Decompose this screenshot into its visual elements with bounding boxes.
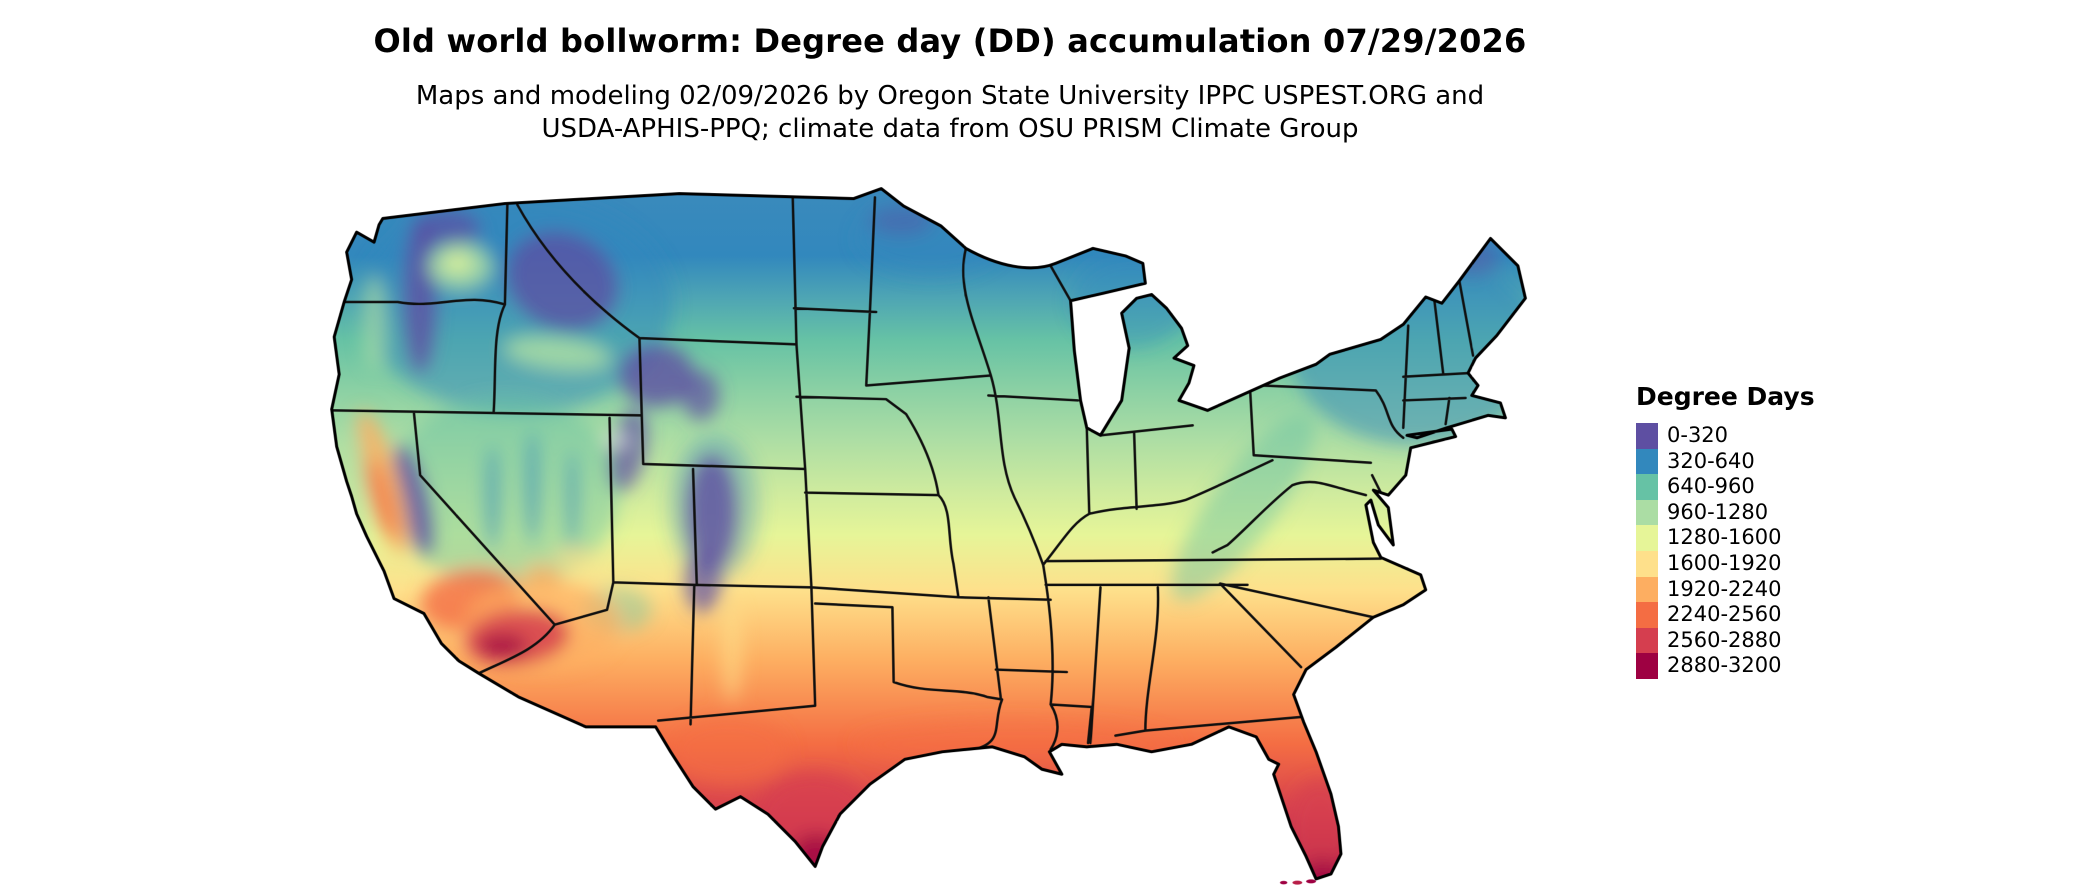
legend-item: 2880-3200 (1636, 653, 1815, 679)
figure-subtitle: Maps and modeling 02/09/2026 by Oregon S… (0, 80, 1900, 146)
legend-swatch (1636, 499, 1658, 526)
legend-swatch (1636, 653, 1658, 679)
legend-item: 2240-2560 (1636, 602, 1815, 628)
legend-swatch (1636, 550, 1658, 577)
legend-label: 2240-2560 (1667, 602, 1782, 627)
legend-swatch (1636, 448, 1658, 475)
legend: Degree Days 0-320 320-640 640-960 960-12… (1636, 382, 1815, 679)
legend-label: 960-1280 (1667, 499, 1769, 524)
legend-item: 1600-1920 (1636, 550, 1815, 577)
figure-title: Old world bollworm: Degree day (DD) accu… (373, 22, 1527, 60)
legend-label: 2880-3200 (1667, 653, 1782, 678)
subtitle-line-1: Maps and modeling 02/09/2026 by Oregon S… (415, 81, 1485, 111)
legend-swatch (1636, 423, 1658, 449)
legend-swatch (1636, 602, 1658, 628)
figure-header: Old world bollworm: Degree day (DD) accu… (0, 22, 1900, 60)
legend-item: 0-320 (1636, 423, 1815, 449)
legend-item: 960-1280 (1636, 499, 1815, 526)
legend-label: 2560-2880 (1667, 627, 1782, 652)
us-map-svg (330, 187, 1527, 885)
legend-item: 1280-1600 (1636, 525, 1815, 551)
subtitle-line-2: USDA-APHIS-PPQ; climate data from OSU PR… (541, 114, 1359, 144)
legend-title: Degree Days (1636, 382, 1815, 411)
legend-swatch (1636, 576, 1658, 603)
legend-label: 320-640 (1667, 448, 1755, 473)
legend-label: 1920-2240 (1667, 576, 1782, 601)
legend-label: 1600-1920 (1667, 550, 1782, 575)
legend-label: 640-960 (1667, 474, 1755, 499)
florida-keys (1279, 879, 1317, 885)
legend-label: 1280-1600 (1667, 525, 1782, 550)
legend-item: 1920-2240 (1636, 576, 1815, 603)
legend-item: 320-640 (1636, 448, 1815, 475)
legend-item: 2560-2880 (1636, 627, 1815, 654)
legend-swatch (1636, 474, 1658, 500)
legend-label: 0-320 (1667, 423, 1729, 447)
legend-item: 640-960 (1636, 474, 1815, 500)
us-degree-day-map (318, 184, 1564, 886)
legend-swatch (1636, 525, 1658, 551)
state-borders (331, 196, 1475, 751)
us-outline (330, 187, 1527, 881)
legend-swatch (1636, 627, 1658, 654)
